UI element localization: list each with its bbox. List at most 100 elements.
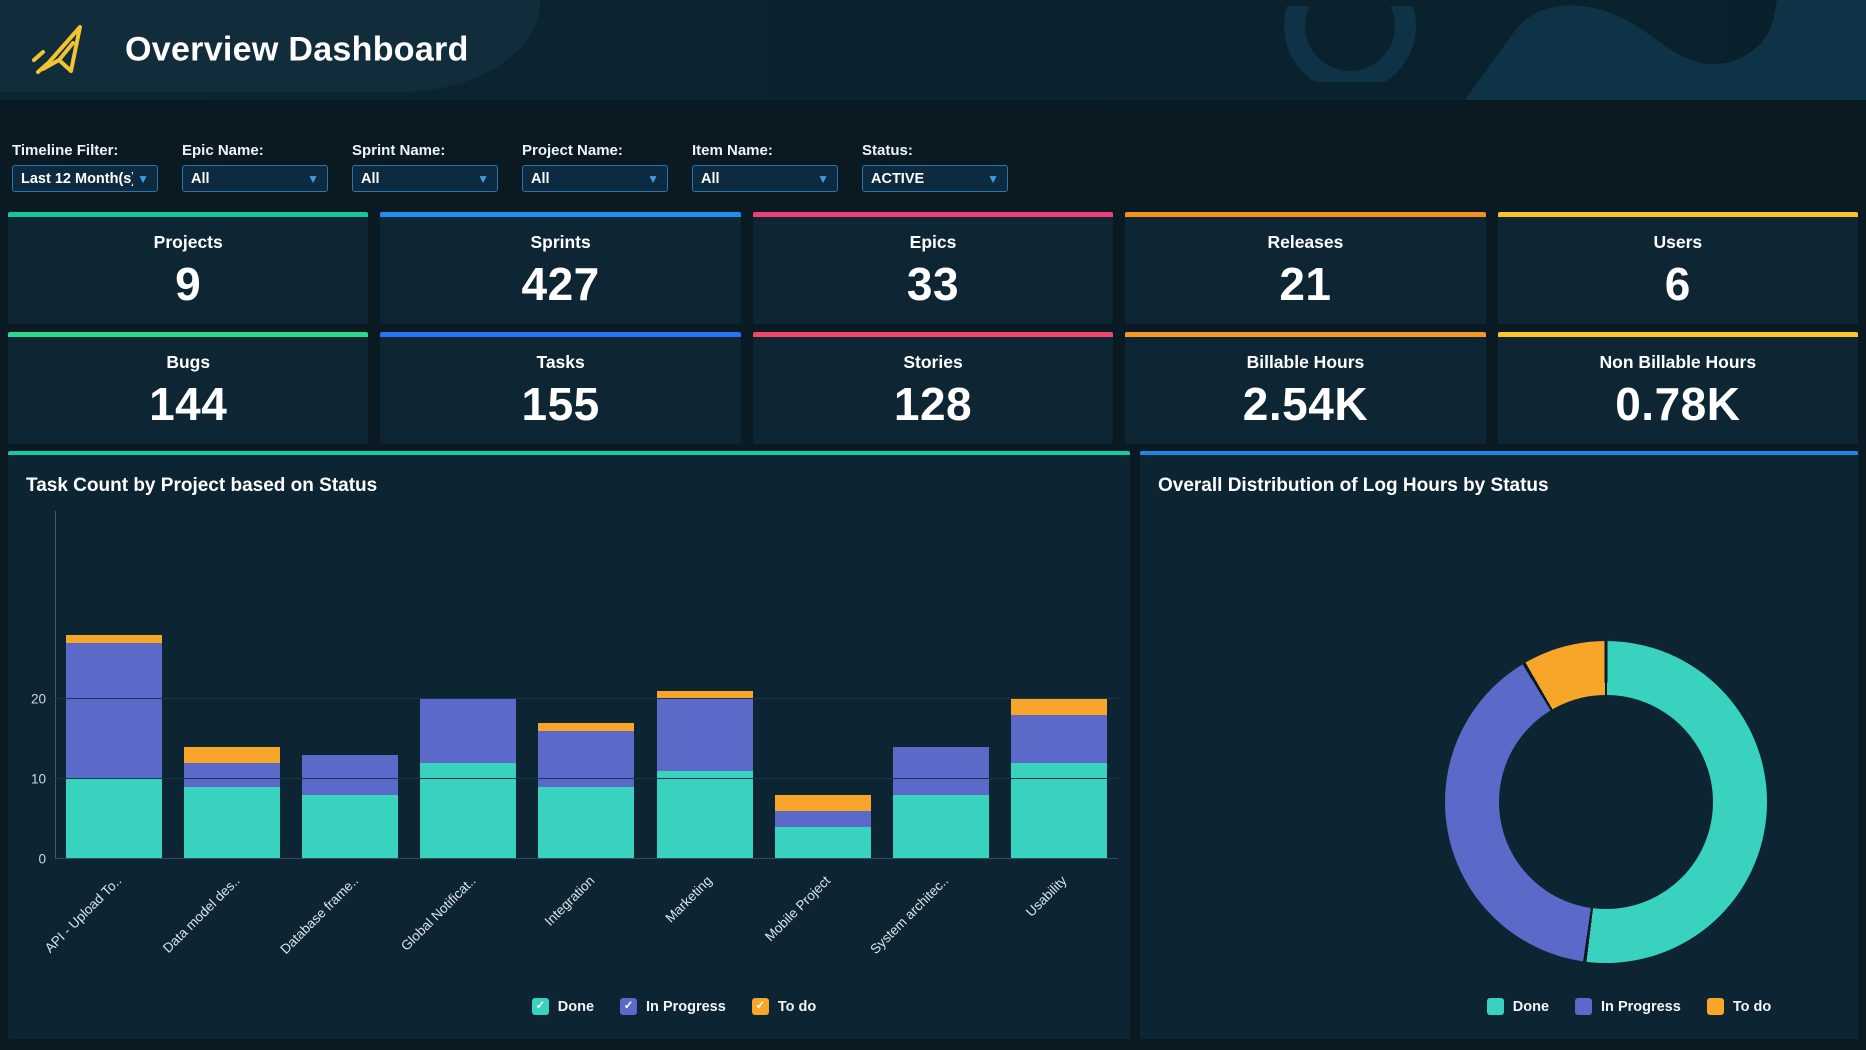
bar-segment-in-progress[interactable] (538, 731, 635, 787)
kpi-value: 427 (521, 258, 600, 310)
legend-label: Done (557, 998, 595, 1015)
kpi-value: 33 (906, 258, 960, 310)
x-axis-label-data-model-des: Data model des.. (160, 873, 243, 956)
legend-label: Done (1512, 998, 1550, 1015)
bar-segment-in-progress[interactable] (1010, 715, 1107, 763)
bar-segment-to-do[interactable] (774, 795, 871, 811)
x-axis-labels: API - Upload To.. Data model des.. Databas… (42, 859, 1118, 989)
bar-segment-to-do[interactable] (656, 691, 753, 699)
bar-segment-done[interactable] (774, 827, 871, 859)
charts-section: Task Count by Project based on Status AP… (0, 451, 1866, 1039)
bar-chart-plot: API - Upload To.. Data model des.. Databas… (31, 511, 1118, 957)
filter-label: Timeline Filter: (12, 142, 119, 159)
donut-chart-legend: Done In Progress To do (1400, 998, 1858, 1015)
chevron-down-icon: ▼ (137, 171, 149, 186)
legend-item-to-do[interactable]: ✓ To do (751, 998, 816, 1015)
bar-segment-done[interactable] (66, 779, 163, 859)
filter-status: Status: ACTIVE ▼ (862, 142, 1008, 192)
bar-segment-in-progress[interactable] (302, 755, 399, 795)
bar-segment-done[interactable] (420, 763, 517, 859)
bar-stack[interactable] (1010, 699, 1107, 859)
kpi-label: Users (1653, 232, 1703, 252)
bar-column-marketing (646, 511, 764, 859)
bar-segment-in-progress[interactable] (656, 699, 753, 771)
kpi-label: Projects (153, 232, 223, 252)
legend-item-in-progress[interactable]: ✓ In Progress (620, 998, 726, 1015)
bar-segment-to-do[interactable] (184, 747, 281, 763)
bar-segment-to-do[interactable] (1010, 699, 1107, 715)
bar-segment-done[interactable] (302, 795, 399, 859)
legend-item-done[interactable]: ✓ Done (531, 998, 595, 1015)
kpi-label: Bugs (166, 352, 211, 372)
x-axis-label-database-frame: Database frame.. (277, 873, 361, 957)
filter-dropdown-status[interactable]: ACTIVE ▼ (862, 165, 1008, 192)
kpi-value: 128 (893, 378, 973, 430)
legend-swatch-to-do (1706, 998, 1724, 1015)
filter-label: Epic Name: (182, 142, 264, 159)
filter-dropdown-timeline-filter[interactable]: Last 12 Month(s) ▼ (12, 165, 158, 192)
kpi-row-1: Projects 9 Sprints 427 Epics 33 Releases 21 User… (0, 212, 1866, 324)
app-header: Overview Dashboard (0, 0, 1866, 100)
bar-stack[interactable] (538, 723, 635, 859)
x-axis-label-system-architec: System architec.. (867, 873, 952, 957)
bar-segment-in-progress[interactable] (66, 643, 163, 779)
filter-dropdown-project-name[interactable]: All ▼ (522, 165, 668, 192)
paper-plane-logo-icon (32, 25, 82, 74)
donut-chart[interactable] (1445, 641, 1767, 963)
bar-stack[interactable] (774, 795, 871, 859)
kpi-label: Billable Hours (1246, 352, 1365, 372)
bar-segment-in-progress[interactable] (184, 763, 281, 787)
bar-stack[interactable] (420, 699, 517, 859)
kpi-value: 21 (1279, 258, 1332, 310)
filter-label: Item Name: (692, 142, 773, 159)
bar-segment-to-do[interactable] (538, 723, 635, 731)
dropdown-selected-value: ACTIVE (871, 170, 925, 187)
y-tick-label: 0 (38, 851, 46, 867)
bar-segment-in-progress[interactable] (892, 747, 989, 795)
legend-swatch-done (1486, 998, 1504, 1015)
bar-segment-in-progress[interactable] (420, 699, 517, 763)
check-icon: ✓ (531, 998, 549, 1015)
check-icon: ✓ (620, 998, 638, 1015)
chevron-down-icon: ▼ (987, 171, 999, 186)
filter-label: Sprint Name: (352, 142, 446, 159)
kpi-card-tasks: Tasks 155 (380, 332, 741, 444)
bar-chart-legend: ✓ Done ✓ In Progress ✓ To do (218, 998, 1130, 1015)
chevron-down-icon: ▼ (307, 171, 319, 186)
bar-segment-to-do[interactable] (66, 635, 163, 643)
filter-dropdown-item-name[interactable]: All ▼ (692, 165, 838, 192)
bar-stack[interactable] (656, 691, 753, 859)
bar-stack[interactable] (302, 755, 399, 859)
filter-dropdown-epic-name[interactable]: All ▼ (182, 165, 328, 192)
bar-segment-done[interactable] (538, 787, 635, 859)
kpi-value: 155 (521, 378, 600, 430)
dropdown-selected-value: All (361, 170, 380, 187)
filter-dropdown-sprint-name[interactable]: All ▼ (352, 165, 498, 192)
filter-project-name: Project Name: All ▼ (522, 142, 668, 192)
header-wave-decoration (1464, 0, 1866, 100)
bar-stack[interactable] (66, 635, 163, 859)
legend-item-to-do[interactable]: To do (1706, 998, 1771, 1015)
bar-column-integration (527, 511, 645, 859)
y-axis-line (55, 511, 56, 859)
bar-segment-done[interactable] (656, 771, 753, 859)
bar-segment-done[interactable] (1010, 763, 1107, 859)
kpi-card-sprints: Sprints 427 (380, 212, 741, 324)
bar-chart-panel: Task Count by Project based on Status AP… (8, 451, 1130, 1039)
filter-label: Project Name: (522, 142, 623, 159)
bar-column-mobile-project (764, 511, 882, 859)
filter-sprint-name: Sprint Name: All ▼ (352, 142, 498, 192)
bar-segment-done[interactable] (184, 787, 281, 859)
kpi-label: Sprints (530, 232, 591, 252)
filter-epic-name: Epic Name: All ▼ (182, 142, 328, 192)
bar-segment-done[interactable] (892, 795, 989, 859)
y-tick-label: 10 (30, 771, 46, 787)
kpi-value: 2.54K (1242, 378, 1369, 430)
bar-stack[interactable] (892, 747, 989, 859)
legend-swatch-in-progress (1575, 998, 1593, 1015)
kpi-card-non-billable-hours: Non Billable Hours 0.78K (1497, 332, 1859, 444)
bar-stack[interactable] (184, 747, 281, 859)
legend-item-done[interactable]: Done (1486, 998, 1550, 1015)
bar-segment-in-progress[interactable] (774, 811, 871, 827)
legend-item-in-progress[interactable]: In Progress (1575, 998, 1681, 1015)
